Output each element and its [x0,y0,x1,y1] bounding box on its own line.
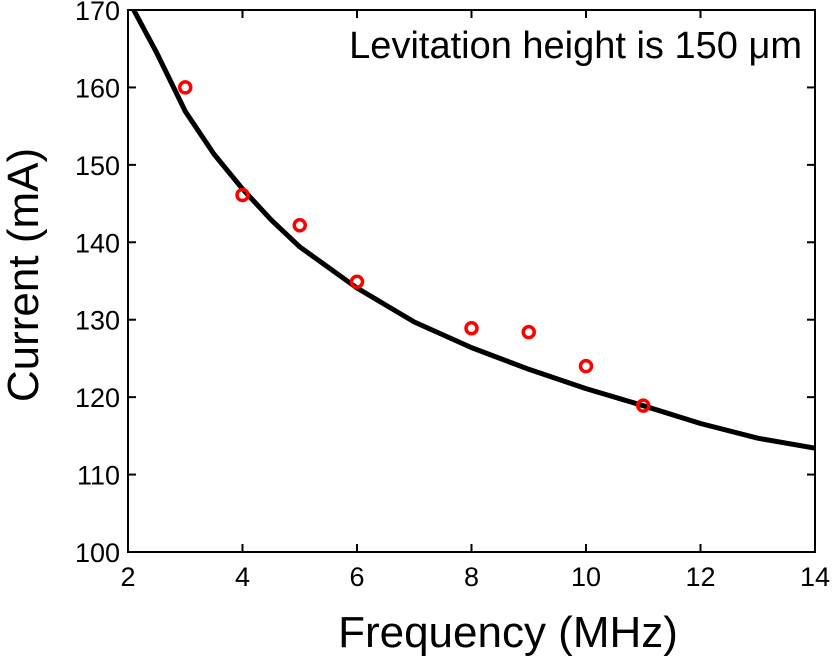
y-tick-label: 130 [75,306,120,336]
data-point-measured [292,218,307,233]
x-tick-label: 4 [235,562,250,592]
y-axis-ticks: 100 110 120 130 140 150 160 170 [75,0,815,568]
series-layer [131,10,815,451]
y-tick-label: 140 [75,228,120,258]
annotation-text: Levitation height is 150 μm [349,25,802,67]
x-tick-label: 12 [685,562,715,592]
y-tick-label: 170 [75,0,120,26]
x-axis-ticks: 2 4 6 8 10 12 14 [120,10,830,592]
y-tick-label: 100 [75,538,120,568]
y-tick-label: 120 [75,383,120,413]
data-point-measured [464,320,479,336]
data-point-measured [178,80,193,95]
data-point-measured [349,274,365,290]
y-tick-label: 150 [75,151,120,181]
y-axis-label: Current (mA) [0,148,48,402]
data-point-measured [521,324,536,340]
x-tick-label: 10 [571,562,601,592]
data-point-measured [636,398,651,413]
x-tick-label: 6 [349,562,364,592]
series-line-model [131,10,815,451]
y-tick-label: 160 [75,73,120,103]
x-axis-label: Frequency (MHz) [338,608,678,657]
data-point-measured [235,187,250,203]
x-tick-label: 14 [800,562,830,592]
data-point-measured [578,358,594,374]
y-tick-label: 110 [77,461,120,491]
x-tick-label: 2 [120,562,135,592]
x-tick-label: 8 [464,562,479,592]
plot-area [127,9,816,553]
plot-frame [127,9,816,553]
